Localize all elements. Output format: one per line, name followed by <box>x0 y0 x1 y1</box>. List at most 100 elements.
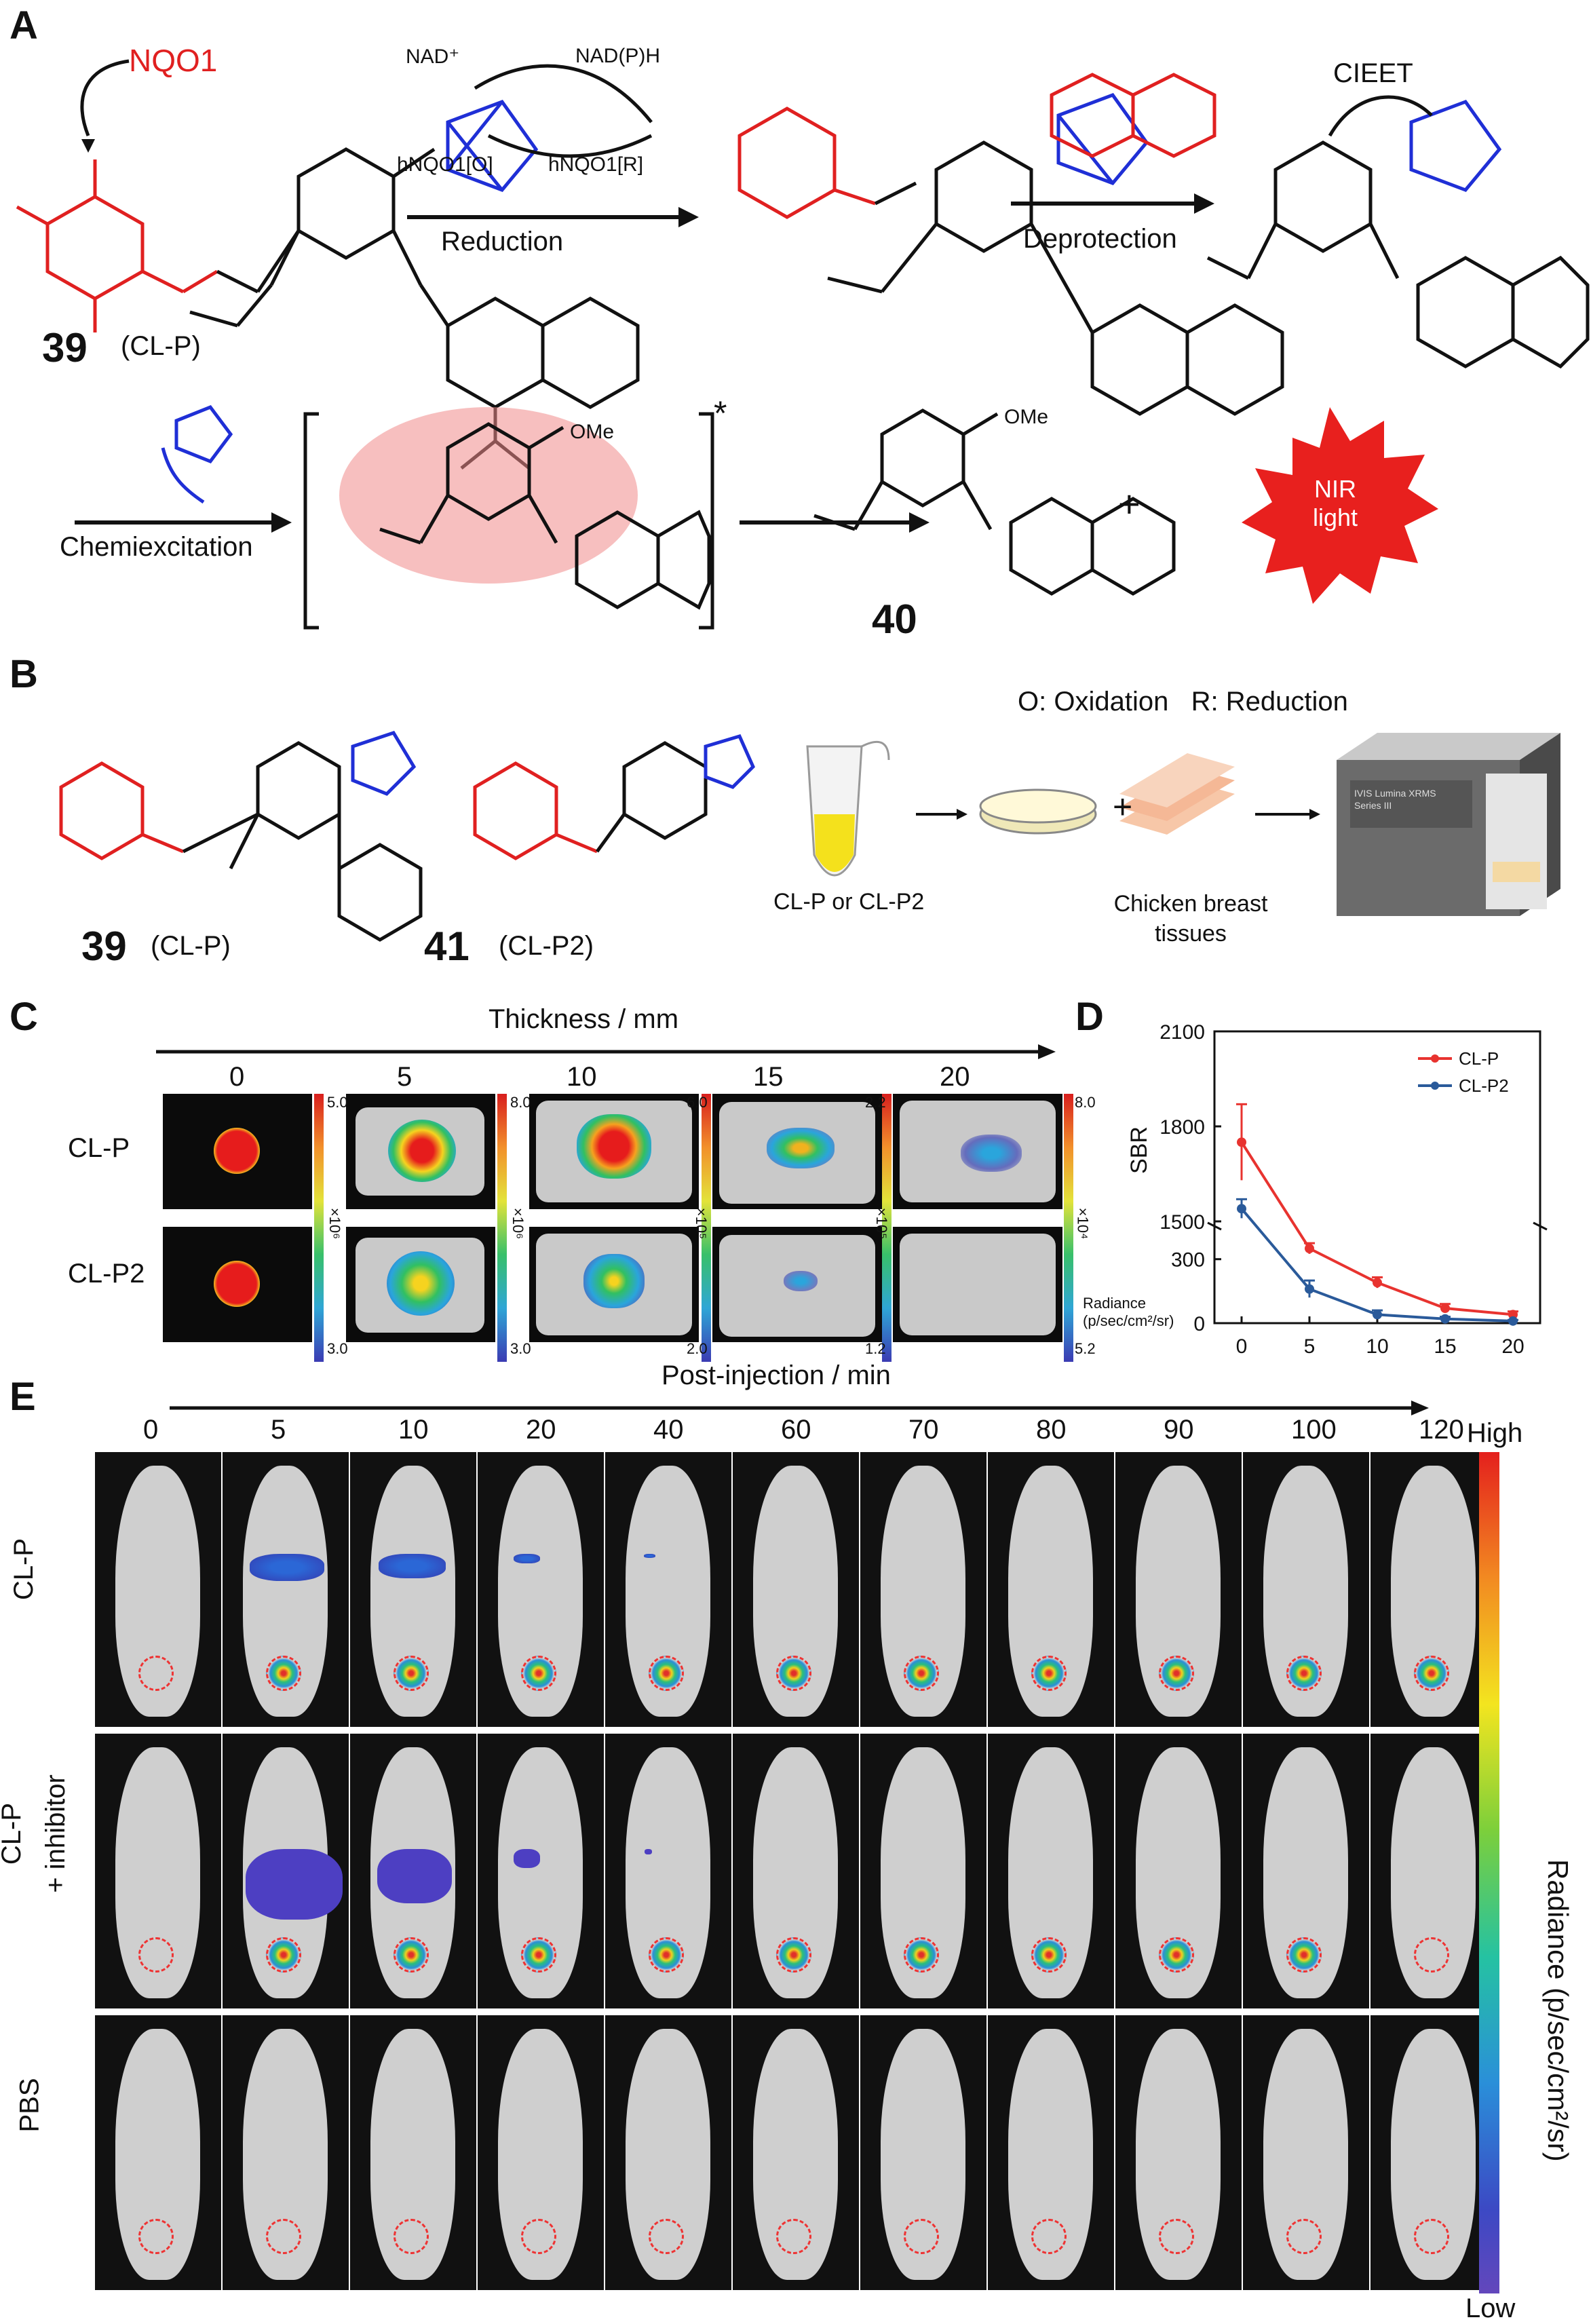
tumor-ring <box>138 2219 174 2254</box>
mouse-image <box>1243 2015 1369 2290</box>
mouse-image <box>860 1452 986 1727</box>
xtick-label: 15 <box>1434 1335 1456 1358</box>
legend-marker-CL-P2 <box>1431 1082 1439 1090</box>
colorbar-2 <box>497 1094 507 1362</box>
image-cl-p-15mm <box>712 1094 882 1209</box>
row-e-pbs: PBS <box>14 2078 45 2133</box>
panel-a-scheme <box>16 59 1590 630</box>
radiance-label-c: Radiance (p/sec/cm²/sr) <box>1083 1295 1174 1329</box>
tumor-ring <box>1286 1656 1322 1691</box>
thickness-tick-0: 0 <box>229 1062 245 1092</box>
cbar3-min: 2.0 <box>687 1340 708 1357</box>
panel-label-e: E <box>9 1375 36 1419</box>
sbr-line-chart: 1500 1800 2100 0 300 0 5 10 15 20 SBR CL-P CL-P2 <box>1126 1021 1548 1358</box>
panel-label-d: D <box>1075 995 1104 1039</box>
plus-sign-b: + <box>1113 788 1133 826</box>
time-arrow <box>170 1401 1429 1415</box>
phenolate-product <box>1206 140 1590 369</box>
signal-overlay <box>379 1554 446 1578</box>
colorbar-1 <box>314 1094 324 1362</box>
mouse-image <box>605 2015 731 2290</box>
ome-label-1: OMe <box>570 421 615 443</box>
tumor-ring <box>776 2219 811 2254</box>
compound-40-structure <box>813 408 1176 596</box>
signal-overlay <box>514 1554 540 1563</box>
thickness-tick-10: 10 <box>567 1062 597 1092</box>
tumor-ring <box>1414 1937 1449 1973</box>
time-tick-label: 80 <box>1036 1415 1067 1445</box>
time-tick-label: 5 <box>271 1415 286 1445</box>
image-cl-p-20mm <box>893 1094 1062 1209</box>
tube-label: CL-P or CL-P2 <box>773 889 925 915</box>
tumor-ring <box>1286 2219 1322 2254</box>
panel-b-workflow <box>806 733 1560 916</box>
nir-light-label: NIR light <box>1312 475 1358 531</box>
post-injection-axis-title: Post-injection / min <box>662 1360 891 1390</box>
tumor-ring <box>394 1656 429 1691</box>
mouse-image <box>478 1734 604 2008</box>
adamantanone <box>174 404 233 464</box>
series-line-CL-P <box>1240 1141 1514 1316</box>
mouse-image <box>350 1452 476 1727</box>
mouse-image <box>350 1734 476 2008</box>
cbar4-min: 1.2 <box>865 1340 886 1357</box>
mouse-image <box>733 1734 859 2008</box>
time-tick-label: 40 <box>653 1415 684 1445</box>
signal-overlay <box>246 1849 343 1920</box>
tumor-ring <box>1159 1937 1194 1973</box>
compound-39-name: (CL-P) <box>121 331 201 361</box>
mouse-image <box>478 2015 604 2290</box>
data-point-CL-P2 <box>1373 1310 1382 1320</box>
xtick-label: 5 <box>1304 1335 1316 1358</box>
mouse-image <box>1370 1734 1497 2008</box>
data-point-CL-P2 <box>1305 1284 1314 1294</box>
tumor-ring <box>266 1937 301 1973</box>
mouse-image <box>223 1734 349 2008</box>
thickness-axis-title: Thickness / mm <box>488 1004 679 1034</box>
cbar2-exp: ×10⁶ <box>510 1207 527 1240</box>
nad-plus-label: NAD⁺ <box>406 45 460 68</box>
time-tick-label: 90 <box>1164 1415 1194 1445</box>
colorbar-5 <box>1064 1094 1073 1362</box>
cbar2-max: 8.0 <box>510 1094 531 1111</box>
tumor-ring <box>1286 1937 1322 1973</box>
legend-label-CL-P2: CL-P2 <box>1459 1075 1509 1096</box>
tumor-ring <box>904 1937 939 1973</box>
chemiexcitation-label: Chemiexcitation <box>60 532 253 562</box>
mouse-image <box>605 1452 731 1727</box>
nir-light-burst <box>1242 407 1438 604</box>
legend-marker-CL-P <box>1431 1054 1439 1063</box>
time-tick-label: 100 <box>1291 1415 1337 1445</box>
signal-overlay <box>645 1849 652 1854</box>
mouse-image <box>605 1734 731 2008</box>
time-tick-label: 20 <box>526 1415 556 1445</box>
tumor-ring <box>1031 1656 1067 1691</box>
row-e-cl-p-inhibitor-2: + inhibitor <box>40 1774 71 1893</box>
colorbar-4 <box>882 1094 892 1362</box>
compound-39-number: 39 <box>42 325 88 370</box>
tumor-ring <box>649 2219 684 2254</box>
hydroquinone-intermediate <box>737 107 1284 416</box>
signal-overlay <box>377 1849 452 1903</box>
radiance-label-e: Radiance (p/sec/cm²/sr) <box>1542 1859 1574 2162</box>
ytick-label: 300 <box>1171 1249 1205 1272</box>
image-cl-p-10mm <box>529 1094 699 1209</box>
xtick-label: 10 <box>1366 1335 1388 1358</box>
mouse-image <box>1115 1452 1242 1727</box>
time-tick-label: 70 <box>908 1415 939 1445</box>
mouse-image <box>1115 1734 1242 2008</box>
row-e-cl-p: CL-P <box>9 1538 39 1601</box>
tumor-ring <box>776 1656 811 1691</box>
signal-overlay <box>250 1554 324 1581</box>
mouse-image <box>95 2015 221 2290</box>
adamantane-39 <box>446 99 539 192</box>
cbar3-exp: ×10⁵ <box>693 1207 710 1240</box>
tumor-ring <box>138 1656 174 1691</box>
image-cl-p2-5mm <box>346 1227 495 1342</box>
petri-dish-icon <box>979 788 1097 835</box>
cbar5-min: 5.2 <box>1075 1340 1096 1357</box>
tumor-ring <box>266 2219 301 2254</box>
tissue-label: Chicken breast tissues <box>1113 891 1268 947</box>
deprotection-label: Deprotection <box>1023 224 1177 254</box>
axis-break-right <box>1533 1221 1548 1231</box>
